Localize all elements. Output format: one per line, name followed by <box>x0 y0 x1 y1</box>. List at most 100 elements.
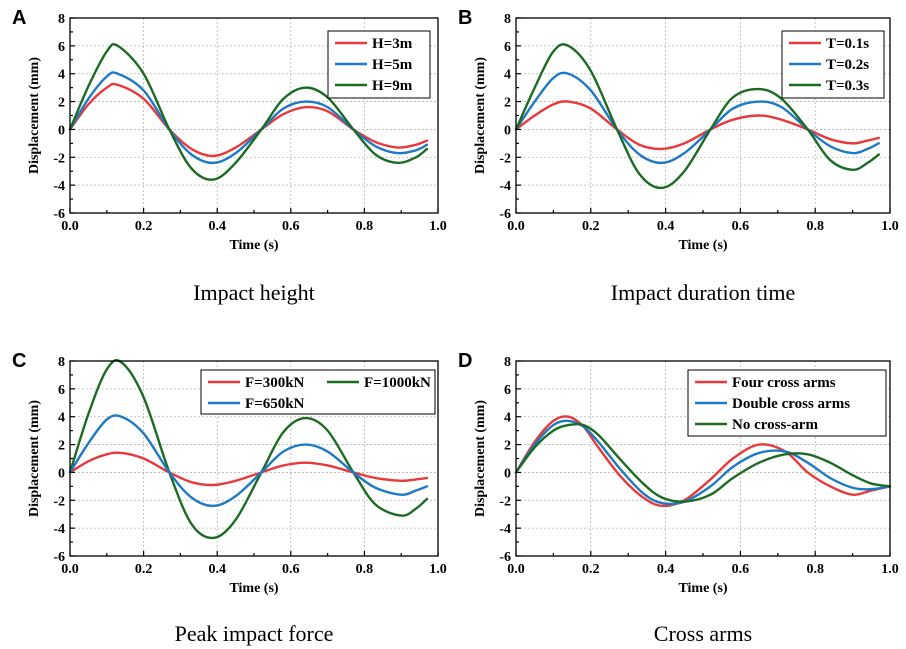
x-tick-label: 0.2 <box>582 562 600 577</box>
x-tick-label: 0.0 <box>507 219 525 234</box>
y-tick-label: -2 <box>53 494 65 509</box>
y-axis-title: Displacement (mm) <box>27 57 42 174</box>
y-tick-label: 2 <box>58 439 65 454</box>
series-line-1 <box>68 359 429 540</box>
series-line-1 <box>68 71 429 165</box>
x-tick-label: 0.6 <box>732 562 750 577</box>
chart-panel-a: A 0.0 0.2 0.4 0.6 0.8 1.0 -6 -4 -2 0 2 4 6 8 Time (s) Di… <box>12 7 447 305</box>
legend-label: No cross-arm <box>732 417 818 433</box>
series-line-2 <box>514 43 880 190</box>
y-tick-label: 2 <box>504 96 511 111</box>
chart-panel-d: D 0.0 0.2 0.4 0.6 0.8 1.0 -6 -4 -2 0 2 4 6 8 Time (s) Di… <box>458 350 899 646</box>
x-tick-label: 0.4 <box>657 562 675 577</box>
panel-letter: D <box>458 350 472 372</box>
legend-label: T=0.2s <box>826 57 869 73</box>
x-tick-label: 1.0 <box>881 562 899 577</box>
y-tick-label: 2 <box>504 439 511 454</box>
x-tick-label: 0.4 <box>208 562 226 577</box>
x-tick-label: 1.0 <box>429 219 447 234</box>
legend-label: H=5m <box>372 57 413 73</box>
legend-label: H=3m <box>372 36 413 52</box>
x-tick-label: 0.8 <box>356 562 374 577</box>
legend-label: F=1000kN <box>364 375 431 391</box>
panel-letter: A <box>12 7 26 29</box>
y-axis-title: Displacement (mm) <box>473 400 488 517</box>
x-tick-label: 0.8 <box>356 219 374 234</box>
y-tick-label: 0 <box>58 466 65 481</box>
series-line-2 <box>68 43 429 181</box>
y-tick-label: -6 <box>499 550 511 565</box>
y-tick-label: -2 <box>53 151 65 166</box>
x-tick-label: 0.8 <box>806 562 824 577</box>
y-tick-label: -2 <box>499 494 511 509</box>
y-tick-label: 6 <box>504 40 511 55</box>
x-tick-label: 0.2 <box>135 562 153 577</box>
panel-caption: Impact duration time <box>611 280 796 305</box>
legend-box <box>200 369 436 415</box>
y-tick-label: 0 <box>504 466 511 481</box>
x-tick-label: 0.0 <box>61 562 79 577</box>
panel-letter: C <box>12 350 26 372</box>
y-axis-title: Displacement (mm) <box>27 400 42 517</box>
x-tick-label: 0.2 <box>135 219 153 234</box>
y-tick-label: 2 <box>58 96 65 111</box>
y-tick-label: -6 <box>53 550 65 565</box>
y-tick-label: 6 <box>504 383 511 398</box>
y-tick-label: 6 <box>58 40 65 55</box>
y-tick-label: -6 <box>499 207 511 222</box>
panel-caption: Impact height <box>193 280 315 305</box>
y-tick-label: -2 <box>499 151 511 166</box>
legend-label: Double cross arms <box>732 396 850 412</box>
legend-label: T=0.3s <box>826 78 869 94</box>
y-axis-title: Displacement (mm) <box>473 57 488 174</box>
x-tick-label: 0.0 <box>507 562 525 577</box>
x-axis-title: Time (s) <box>678 238 727 253</box>
y-tick-label: -4 <box>53 522 65 537</box>
panel-caption: Peak impact force <box>175 621 334 646</box>
series-line-0 <box>514 100 880 151</box>
x-tick-label: 0.2 <box>582 219 600 234</box>
legend: Four cross arms Double cross arms No cross… <box>687 369 887 437</box>
series-line-1 <box>514 71 880 165</box>
y-tick-label: -4 <box>499 179 511 194</box>
y-tick-label: 8 <box>58 12 65 27</box>
x-axis-title: Time (s) <box>229 238 278 253</box>
series-line-2 <box>68 414 429 508</box>
panel-caption: Cross arms <box>654 621 752 646</box>
y-tick-label: 4 <box>58 68 65 83</box>
x-tick-label: 1.0 <box>881 219 899 234</box>
series-line-0 <box>514 415 892 508</box>
x-tick-label: 0.4 <box>657 219 675 234</box>
legend: T=0.1s T=0.2s T=0.3s <box>781 30 885 99</box>
panel-letter: B <box>458 7 472 29</box>
x-tick-label: 0.8 <box>806 219 824 234</box>
y-tick-label: 4 <box>504 68 511 83</box>
series-line-2 <box>514 422 892 503</box>
y-tick-label: -6 <box>53 207 65 222</box>
legend: F=300kN F=1000kN F=650kN <box>200 369 436 415</box>
y-tick-label: 8 <box>58 355 65 370</box>
y-tick-label: -4 <box>53 179 65 194</box>
y-tick-label: -4 <box>499 522 511 537</box>
legend-label: T=0.1s <box>826 36 869 52</box>
series-line-0 <box>68 82 429 158</box>
x-tick-label: 0.6 <box>282 562 300 577</box>
chart-panel-c: C 0.0 0.2 0.4 0.6 0.8 1.0 -6 -4 -2 0 2 4 6 8 Time (s) Di… <box>12 350 447 646</box>
y-tick-label: 4 <box>504 411 511 426</box>
legend-label: Four cross arms <box>732 375 836 391</box>
chart-panel-b: B 0.0 0.2 0.4 0.6 0.8 1.0 -6 -4 -2 0 2 4 6 8 Time (s) Di… <box>458 7 899 305</box>
x-tick-label: 0.6 <box>282 219 300 234</box>
x-axis-title: Time (s) <box>678 581 727 596</box>
legend-label: H=9m <box>372 78 413 94</box>
legend-label: F=300kN <box>245 375 305 391</box>
legend: H=3m H=5m H=9m <box>327 30 431 99</box>
x-tick-label: 0.0 <box>61 219 79 234</box>
x-tick-label: 0.6 <box>732 219 750 234</box>
y-tick-label: 0 <box>504 123 511 138</box>
y-tick-label: 4 <box>58 411 65 426</box>
legend-label: F=650kN <box>245 396 305 412</box>
y-tick-label: 6 <box>58 383 65 398</box>
y-tick-label: 0 <box>58 123 65 138</box>
y-tick-label: 8 <box>504 12 511 27</box>
